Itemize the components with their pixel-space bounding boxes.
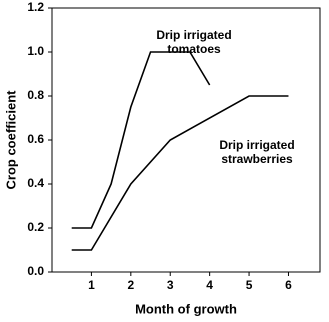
series-line — [71, 95, 289, 251]
y-tick-label: 0.4 — [27, 176, 44, 190]
y-tick-label: 1.2 — [27, 0, 44, 14]
x-tick-label: 5 — [246, 278, 253, 292]
x-tick-label: 3 — [167, 278, 174, 292]
x-tick-label: 4 — [206, 278, 213, 292]
annotation: Drip irrigated — [156, 28, 231, 42]
x-axis-title: Month of growth — [135, 301, 237, 316]
annotation: Drip irrigated — [219, 138, 294, 152]
y-axis-title: Crop coefficient — [3, 90, 18, 190]
x-tick-label: 1 — [88, 278, 95, 292]
x-tick-label: 2 — [127, 278, 134, 292]
y-tick-label: 0.8 — [27, 88, 44, 102]
y-tick-label: 0.2 — [27, 220, 44, 234]
y-tick-label: 1.0 — [27, 44, 44, 58]
annotation: strawberries — [221, 152, 293, 166]
series-line — [71, 51, 211, 229]
annotation: tomatoes — [167, 42, 221, 56]
x-tick-label: 6 — [285, 278, 292, 292]
y-tick-label: 0.6 — [27, 132, 44, 146]
y-tick-label: 0.0 — [27, 264, 44, 278]
